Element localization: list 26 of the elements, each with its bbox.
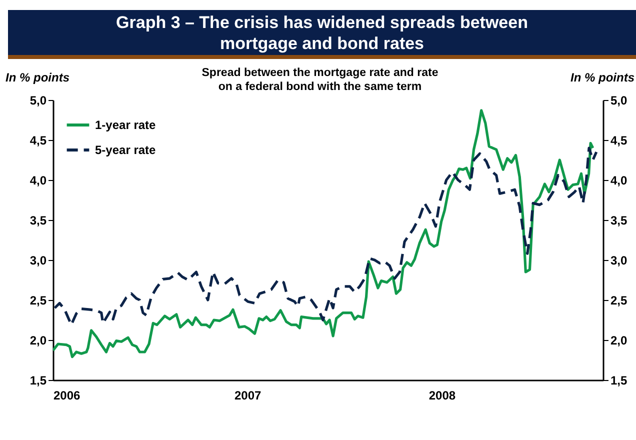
y-tick-label: 3,5 [30,214,47,228]
chart-subtitle: Spread between the mortgage rate and rate on a federal bond with the same term [200,66,440,94]
y-tick-label: 3,0 [30,254,47,268]
y2-tick-label: 2,5 [610,294,628,308]
legend-label: 5-year rate [95,143,156,157]
y2-tick-label: 3,0 [610,254,628,268]
y-tick-label: 2,0 [30,334,47,348]
y-tick-label: 5,0 [30,94,47,108]
chart-title: Graph 3 – The crisis has widened spreads between mortgage and bond rates [115,12,529,54]
y2-tick-label: 4,0 [610,174,628,188]
y2-tick-label: 1,5 [610,374,628,388]
y-axis-title: In % points [6,70,70,84]
legend-label: 1-year rate [95,118,156,132]
y-tick-label: 2,5 [30,294,47,308]
y-tick-label: 4,5 [30,134,47,148]
y-tick-label: 4,0 [30,174,47,188]
y2-tick-label: 4,5 [610,134,628,148]
x-tick-label: 2007 [234,388,262,402]
y2-axis-title: In % points [570,70,635,84]
y-tick-label: 1,5 [30,374,47,388]
y2-tick-label: 2,0 [610,334,628,348]
y2-tick-label: 5,0 [610,94,628,108]
x-tick-label: 2008 [428,388,456,402]
y2-tick-label: 3,5 [610,214,628,228]
x-tick-label: 2006 [54,388,81,402]
line-series [53,109,594,358]
